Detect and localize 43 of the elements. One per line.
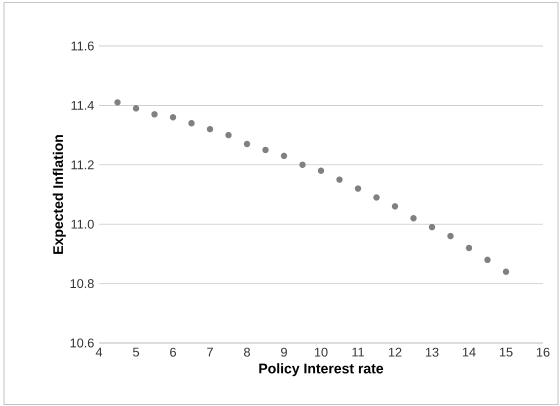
x-tick-label: 10 [314, 348, 328, 357]
y-tick-label: 11.2 [72, 160, 94, 170]
x-tick-label: 15 [500, 348, 513, 357]
x-tick-label: 14 [462, 348, 476, 356]
point [373, 194, 380, 201]
point [428, 224, 436, 230]
point [280, 152, 288, 160]
point [410, 215, 417, 222]
point [466, 244, 472, 252]
point [392, 203, 398, 210]
y-tick-label: 10.8 [70, 279, 94, 288]
y-tick-label: 11.4 [72, 101, 94, 110]
point [244, 140, 250, 148]
x-tick-label: 16 [536, 348, 550, 357]
point [354, 185, 362, 192]
point [132, 105, 140, 112]
y-tick-label: 11.0 [72, 220, 94, 229]
point [225, 132, 232, 138]
point [170, 114, 176, 120]
x-tick-label: 6 [170, 348, 176, 357]
point [114, 99, 121, 106]
x-tick-label: 11 [352, 348, 364, 356]
point [299, 162, 306, 168]
point [502, 268, 510, 275]
x-tick-label: 7 [207, 348, 213, 356]
point [262, 146, 269, 154]
x-tick-label: 4 [96, 348, 102, 356]
x-tick-label: 8 [244, 348, 250, 357]
x-tick-label: 9 [281, 348, 287, 357]
y-axis-title: Expected Inflation [52, 135, 66, 254]
point [151, 111, 158, 118]
point [447, 232, 454, 240]
x-tick-label: 13 [426, 348, 438, 357]
x-tick-label: 12 [388, 348, 402, 357]
point [318, 168, 324, 174]
point [336, 176, 343, 183]
point [484, 256, 491, 264]
y-tick-label: 11.6 [72, 42, 94, 50]
x-tick-label: 5 [132, 348, 140, 357]
point [206, 126, 214, 132]
y-tick-label: 10.6 [70, 338, 94, 348]
point [188, 120, 195, 126]
x-axis-title: Policy Interest rate [259, 363, 384, 376]
